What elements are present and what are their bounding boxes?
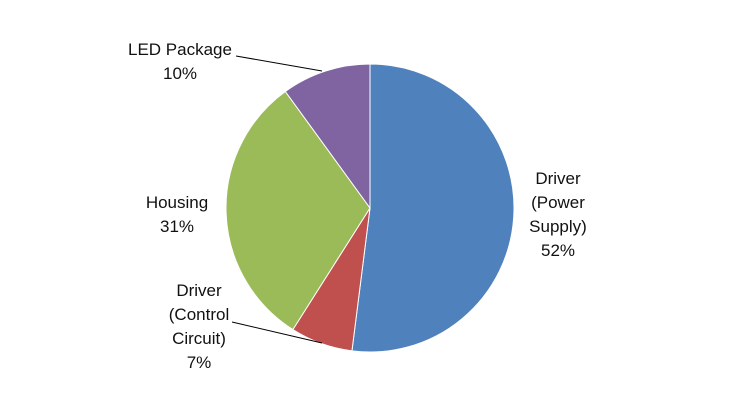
percent-label: 7% — [187, 353, 212, 372]
category-label: Supply) — [529, 217, 587, 236]
category-label: Driver — [535, 169, 581, 188]
category-label: (Control — [169, 305, 229, 324]
category-label: (Power — [531, 193, 585, 212]
percent-label: 52% — [541, 241, 575, 260]
category-label: Driver — [176, 281, 222, 300]
data-label: Housing 31% — [146, 193, 208, 236]
category-label: LED Package — [128, 40, 232, 59]
data-label: Driver (Control Circuit) 7% — [169, 281, 229, 372]
pie-slice — [225, 90, 371, 331]
data-label: LED Package 10% — [128, 40, 232, 83]
pie-slice — [351, 63, 515, 353]
percent-label: 10% — [163, 64, 197, 83]
category-label: Housing — [146, 193, 208, 212]
leader-line — [231, 321, 323, 344]
pie-slice — [284, 63, 371, 210]
percent-label: 31% — [160, 217, 194, 236]
data-label: Driver (Power Supply) 52% — [529, 169, 587, 260]
category-label: Circuit) — [172, 329, 226, 348]
leader-line — [235, 55, 323, 72]
